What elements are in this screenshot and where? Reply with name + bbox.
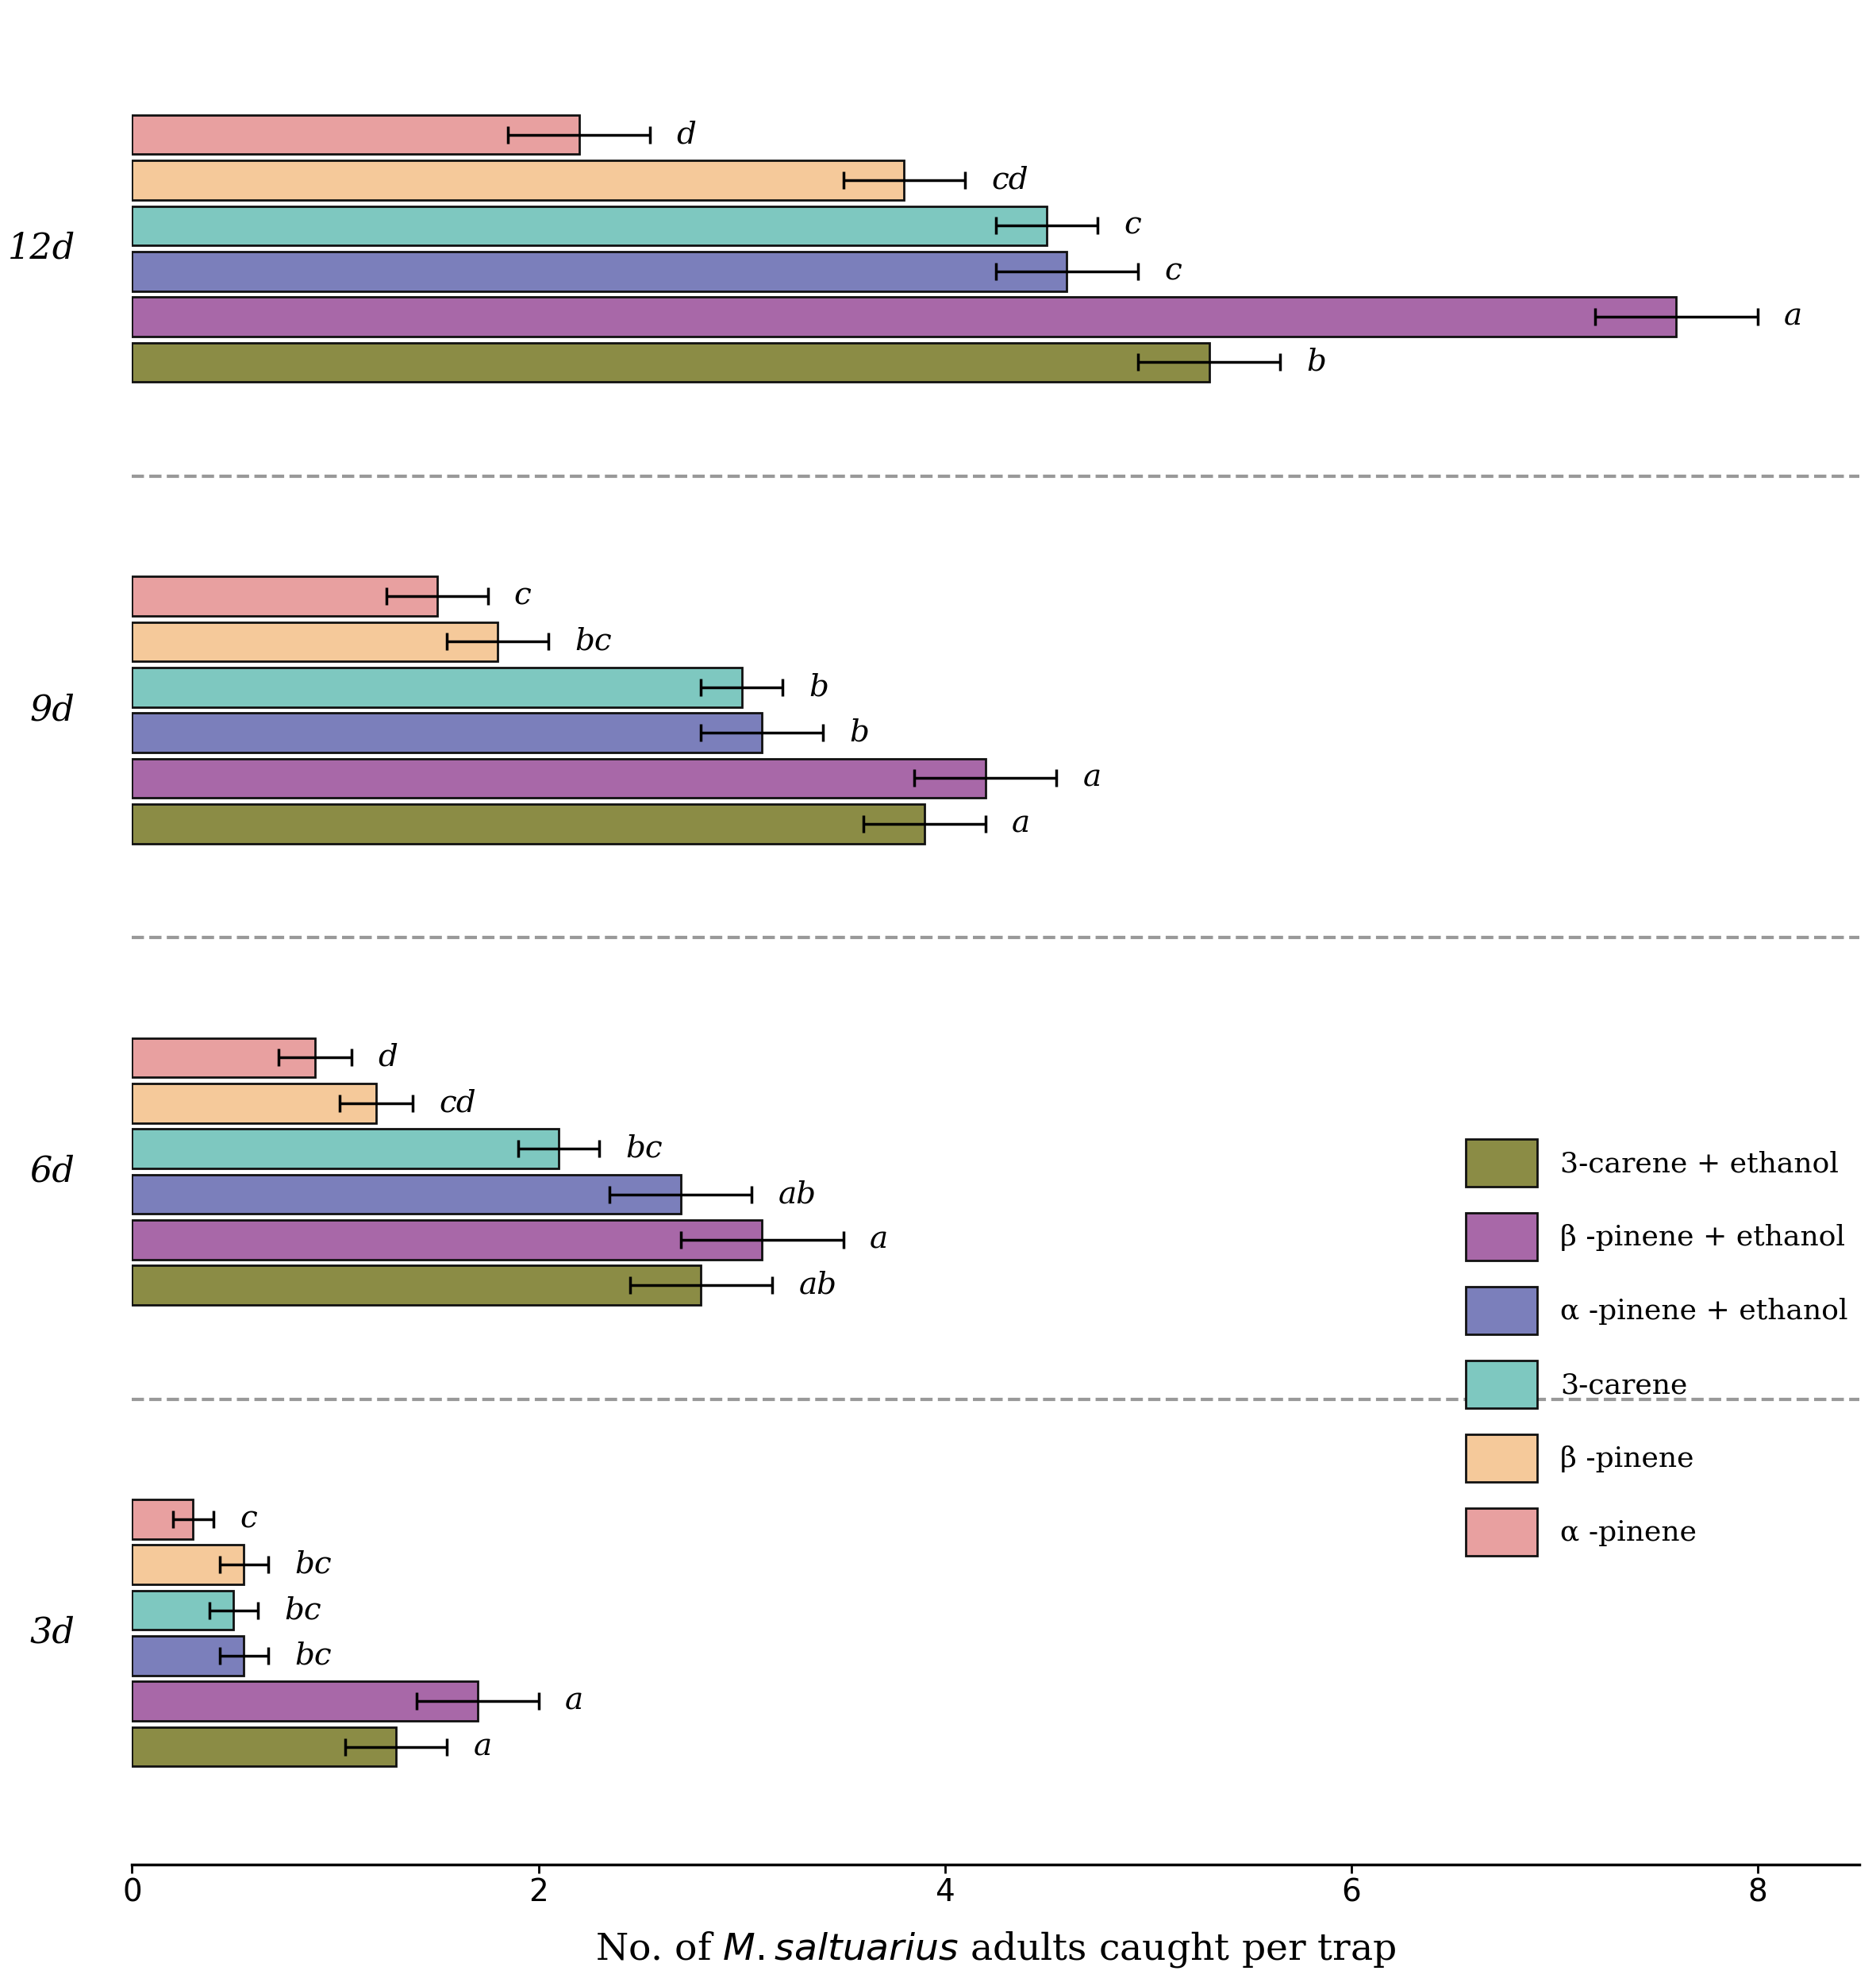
Text: a: a [870,1225,887,1255]
Bar [131,1265,702,1305]
Bar [131,1545,244,1585]
Bar [131,1084,375,1122]
Bar [131,759,985,798]
Text: c: c [240,1505,257,1533]
Legend: 3-carene + ethanol, β -pinene + ethanol, α -pinene + ethanol, 3-carene, β -pinen: 3-carene + ethanol, β -pinene + ethanol,… [1452,1124,1863,1571]
Text: bc: bc [627,1134,662,1164]
Bar [131,1128,559,1168]
Bar [131,252,1067,290]
Text: b: b [850,719,869,747]
Text: d: d [677,119,696,149]
Text: d: d [377,1043,398,1072]
Text: bc: bc [295,1549,332,1579]
Text: a: a [1082,763,1101,792]
Text: ab: ab [799,1271,837,1301]
Bar [131,1219,762,1259]
X-axis label: No. of $\it{M. saltuarius}$ adults caught per trap: No. of $\it{M. saltuarius}$ adults caugh… [595,1930,1396,1970]
Text: b: b [1306,348,1326,377]
Bar [131,115,580,155]
Text: a: a [473,1732,492,1762]
Text: 12d: 12d [8,230,75,266]
Bar [131,1174,681,1213]
Bar [131,344,1208,381]
Bar [131,298,1677,336]
Bar [131,1636,244,1676]
Bar [131,1728,396,1766]
Bar [131,576,437,616]
Bar [131,1499,193,1539]
Text: a: a [565,1686,583,1716]
Text: 3d: 3d [30,1617,75,1650]
Bar [131,713,762,753]
Text: b: b [809,673,829,701]
Text: c: c [1165,256,1182,286]
Bar [131,207,1047,246]
Text: 9d: 9d [30,693,75,727]
Bar [131,1039,315,1076]
Text: bc: bc [285,1595,321,1625]
Text: bc: bc [295,1640,332,1670]
Bar [131,667,741,707]
Bar [131,1591,234,1631]
Text: ab: ab [779,1180,816,1209]
Text: c: c [1124,211,1141,240]
Bar [131,1682,478,1722]
Text: cd: cd [439,1088,477,1118]
Text: a: a [1784,302,1803,332]
Text: a: a [1011,808,1030,838]
Bar [131,161,904,201]
Text: cd: cd [992,165,1028,195]
Text: 6d: 6d [30,1154,75,1188]
Bar [131,804,925,844]
Text: c: c [514,582,531,612]
Text: bc: bc [576,628,612,655]
Bar [131,622,497,661]
